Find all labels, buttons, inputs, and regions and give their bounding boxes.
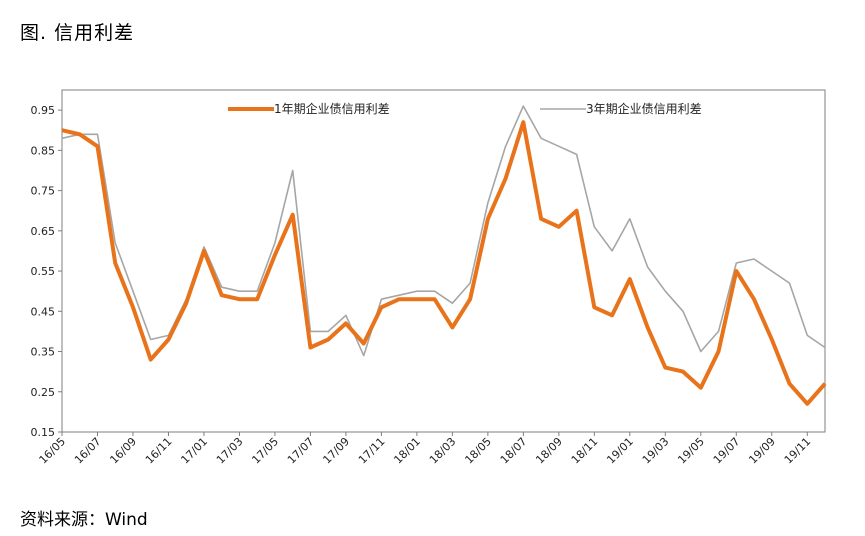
x-tick-label: 18/07 (498, 435, 530, 467)
x-tick-label: 19/01 (604, 435, 636, 467)
x-tick-label: 19/05 (675, 435, 707, 467)
x-tick-label: 17/09 (320, 435, 352, 467)
x-tick-label: 19/11 (782, 435, 814, 467)
x-tick-label: 17/03 (214, 435, 246, 467)
y-tick-label: 0.35 (31, 346, 56, 359)
y-tick-label: 0.65 (31, 225, 56, 238)
x-tick-label: 19/07 (711, 435, 743, 467)
x-tick-label: 18/09 (533, 435, 565, 467)
legend-label: 1年期企业债信用利差 (274, 101, 390, 116)
x-tick-label: 19/09 (746, 435, 778, 467)
y-tick-label: 0.25 (31, 386, 56, 399)
y-tick-label: 0.75 (31, 185, 56, 198)
x-tick-label: 17/05 (249, 435, 281, 467)
x-tick-label: 18/03 (427, 435, 459, 467)
legend-label: 3年期企业债信用利差 (586, 101, 702, 116)
y-tick-label: 0.95 (31, 104, 56, 117)
x-tick-label: 16/11 (143, 435, 175, 467)
plot-area (61, 89, 826, 433)
y-tick-label: 0.85 (31, 144, 56, 157)
series-1y-line (61, 120, 827, 406)
x-tick-label: 17/01 (178, 435, 210, 467)
x-axis-ticks: 16/05 16/07 16/09 16/11 17/01 17/03 17/05 17/07… (37, 432, 814, 467)
x-tick-label: 19/03 (640, 435, 672, 467)
y-tick-label: 0.15 (31, 426, 56, 439)
figure-title: 图. 信用利差 (20, 22, 135, 44)
x-tick-label: 18/01 (391, 435, 423, 467)
source-note: 资料来源：Wind (20, 510, 148, 530)
y-tick-label: 0.55 (31, 265, 56, 278)
x-tick-label: 16/05 (37, 435, 69, 467)
series-lines (61, 105, 827, 406)
x-tick-label: 17/07 (285, 435, 317, 467)
x-tick-label: 16/07 (72, 435, 104, 467)
x-tick-label: 18/11 (569, 435, 601, 467)
x-tick-label: 18/05 (462, 435, 494, 467)
legend: 1年期企业债信用利差 3年期企业债信用利差 (228, 101, 702, 116)
y-axis-ticks: 0.95 0.85 0.75 0.65 0.55 0.45 0.35 0.25 0.15 (31, 104, 62, 439)
y-tick-label: 0.45 (31, 305, 56, 318)
x-tick-label: 17/11 (356, 435, 388, 467)
x-tick-label: 16/09 (107, 435, 139, 467)
line-chart: 0.95 0.85 0.75 0.65 0.55 0.45 0.35 0.25 0.15 16/… (31, 89, 827, 467)
